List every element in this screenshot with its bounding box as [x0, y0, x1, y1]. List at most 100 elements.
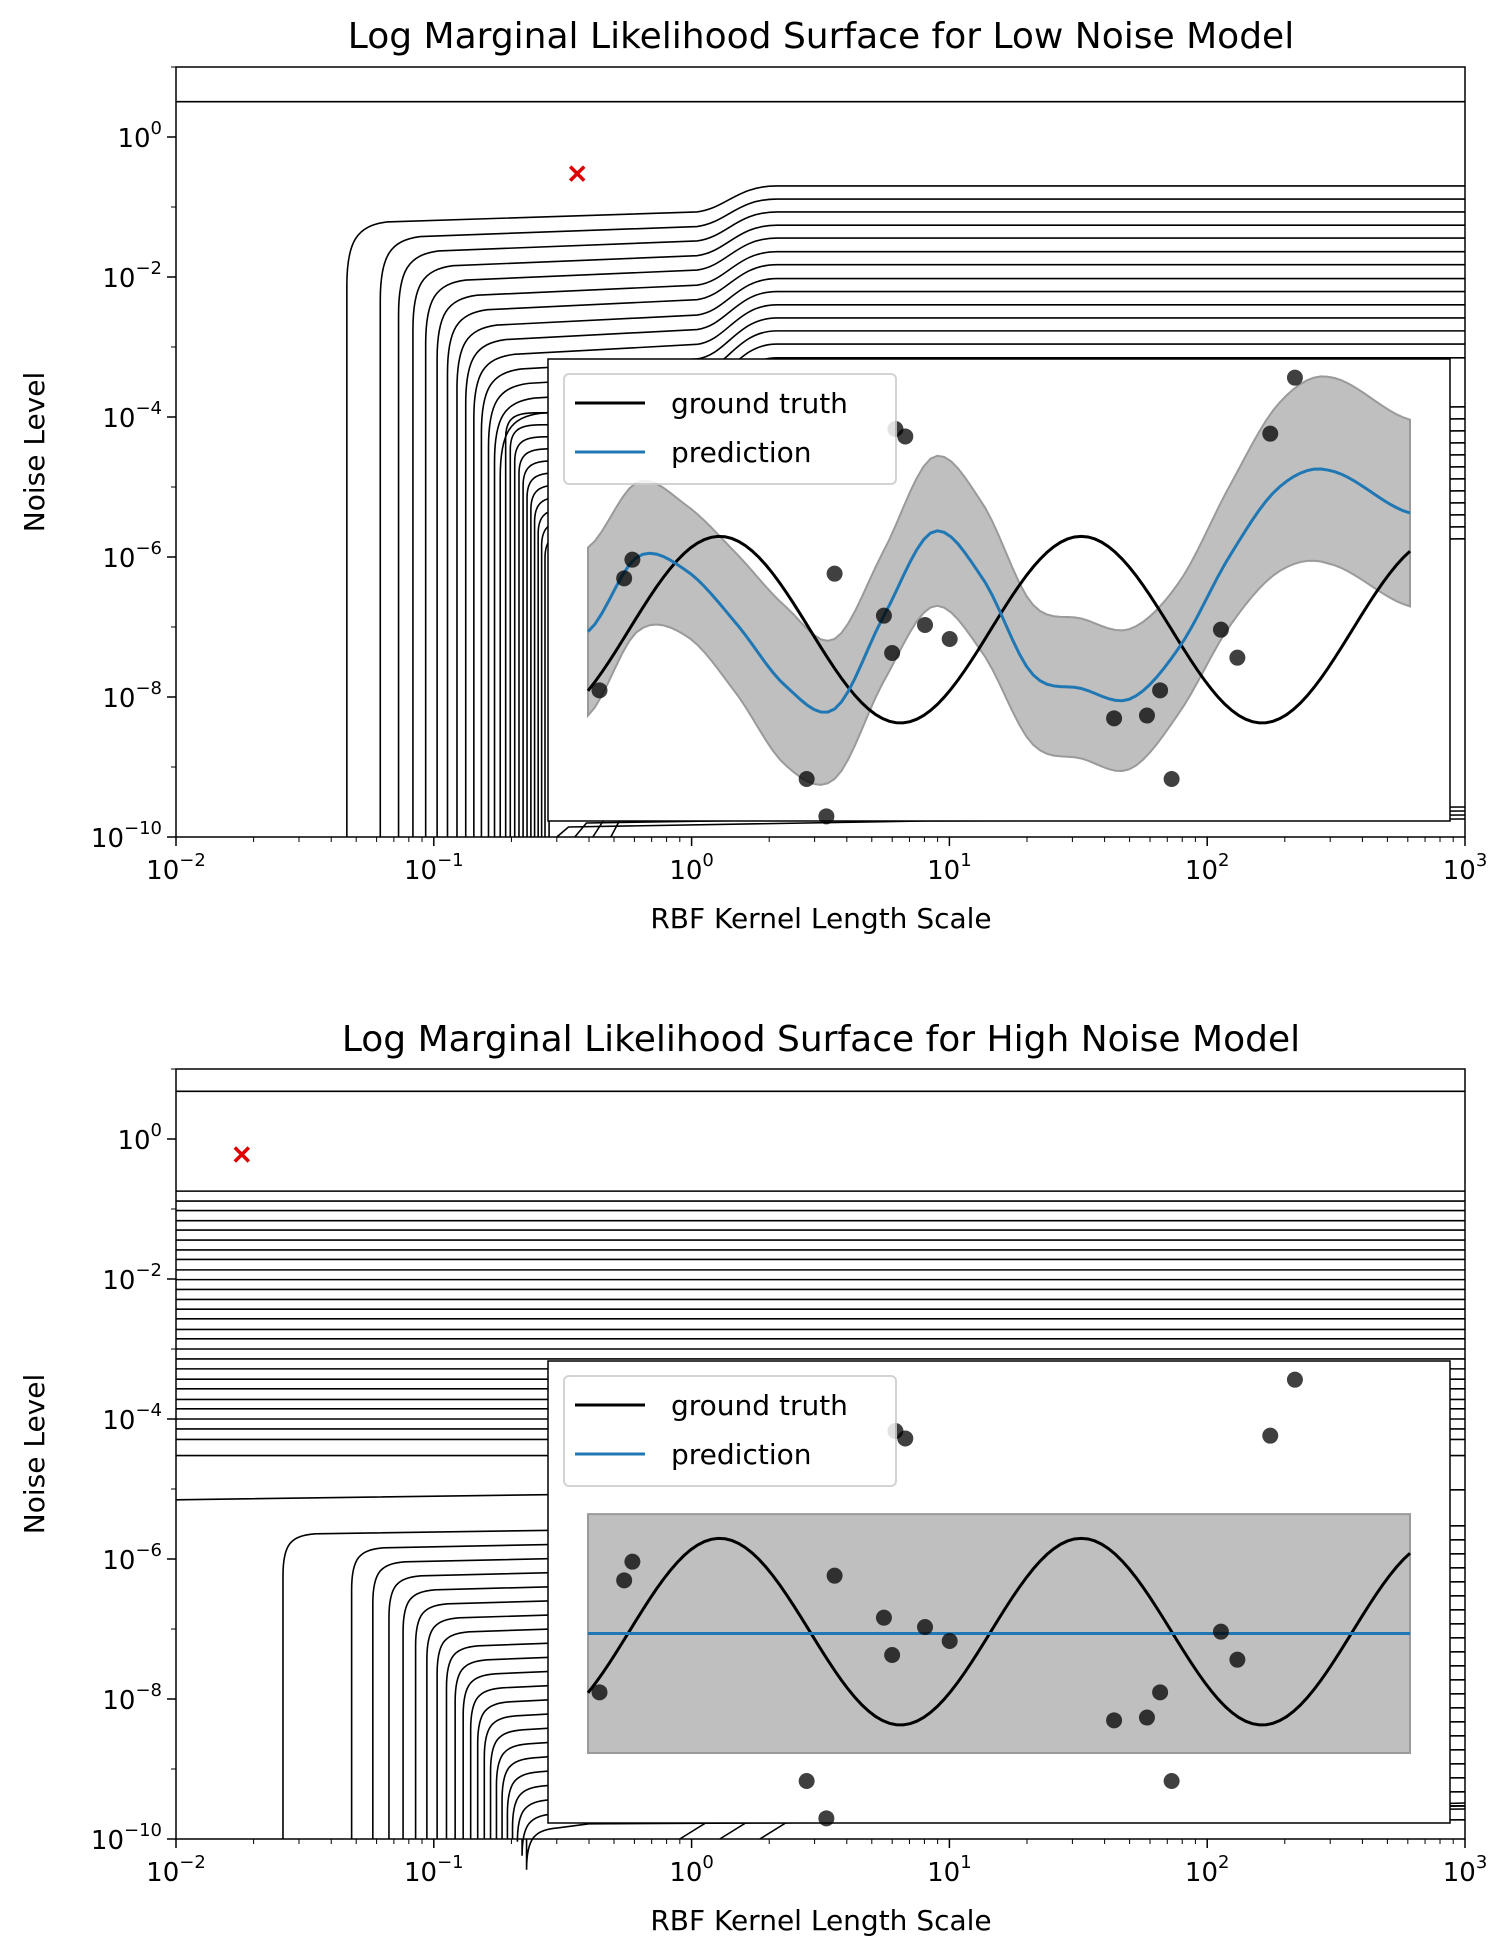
- contour-line: [379, 198, 1465, 837]
- legend-ground-truth: ground truth: [671, 387, 848, 420]
- data-point: [591, 682, 608, 699]
- legend-box: [563, 1375, 897, 1487]
- y-tick-label: 10−10: [91, 818, 162, 854]
- y-tick-label: 10−2: [102, 258, 162, 294]
- contour-line: [506, 1762, 1466, 1839]
- contour-line: [462, 1664, 1466, 1839]
- x-tick-label: 102: [1185, 1852, 1230, 1888]
- y-tick-label: 10−4: [102, 1400, 162, 1436]
- data-point: [1229, 649, 1246, 666]
- plot-frame: [175, 1068, 1466, 1840]
- x-tick-label: 102: [1185, 850, 1230, 886]
- y-tick-label: 10−8: [102, 678, 162, 714]
- contour-line: [501, 1748, 1466, 1839]
- ground-truth-line: [586, 534, 1412, 725]
- contour-line: [414, 1594, 1466, 1839]
- data-point: [818, 1810, 835, 1827]
- contour-line: [350, 1538, 1466, 1839]
- contour-line: [483, 1706, 1466, 1839]
- y-axis-label: Noise Level: [18, 372, 51, 532]
- contour-line: [436, 250, 1465, 837]
- optimum-x-mark: [568, 165, 586, 182]
- data-point: [1152, 1684, 1169, 1701]
- contour-line: [513, 430, 1466, 837]
- x-tick-label: 10−2: [146, 1852, 206, 1888]
- data-point: [1286, 1371, 1303, 1388]
- x-axis-label: RBF Kernel Length Scale: [650, 1904, 991, 1937]
- x-tick-label: 100: [669, 1852, 714, 1888]
- chart-title: Log Marginal Likelihood Surface for High…: [342, 1019, 1300, 1060]
- contour-line: [446, 263, 1465, 837]
- data-point: [875, 1609, 892, 1626]
- data-point: [884, 645, 901, 661]
- data-point: [875, 607, 892, 624]
- data-point: [826, 565, 843, 582]
- data-point: [624, 1553, 641, 1570]
- data-point: [897, 1430, 914, 1447]
- contour-line: [495, 1734, 1466, 1839]
- y-axis-label: Noise Level: [18, 1374, 51, 1534]
- confidence-band: [587, 375, 1411, 786]
- low-noise-panel: Log Marginal Likelihood Surface for Low …: [18, 16, 1487, 935]
- optimum-x-mark: [233, 1146, 251, 1163]
- contour-line: [436, 1622, 1466, 1839]
- legend: ground truth prediction: [563, 1375, 897, 1487]
- contour-line: [402, 1580, 1466, 1839]
- contour-line: [454, 1650, 1466, 1839]
- x-tick-label: 101: [927, 1852, 972, 1888]
- contour-line: [525, 1818, 1466, 1870]
- data-point: [1152, 682, 1169, 699]
- data-point: [897, 428, 914, 445]
- data-point: [1106, 1712, 1123, 1729]
- data-point: [1106, 710, 1123, 727]
- legend-box: [563, 373, 897, 485]
- data-point: [818, 808, 835, 825]
- ground-truth-line: [586, 1536, 1412, 1727]
- data-point: [884, 1647, 901, 1663]
- data-point: [1138, 1709, 1155, 1726]
- legend-ground-truth: ground truth: [671, 1389, 848, 1422]
- contour-line: [372, 1552, 1466, 1839]
- data-point: [616, 570, 633, 587]
- contour-line: [282, 1524, 1466, 1839]
- contour-line: [445, 1636, 1466, 1839]
- legend-prediction: prediction: [671, 436, 811, 469]
- data-point: [1138, 707, 1155, 724]
- data-point: [624, 551, 641, 568]
- y-tick-label: 100: [117, 118, 162, 154]
- data-point: [941, 631, 958, 647]
- inset-marks: [586, 1371, 1412, 1827]
- y-tick-label: 10−6: [102, 538, 162, 574]
- y-axis-ticks: 10−10 10−8 10−6 10−4 10−2 100: [91, 1068, 176, 1856]
- contour-line: [473, 304, 1465, 837]
- x-axis-ticks: 10−2 10−1 100 101 102 103: [146, 1839, 1487, 1888]
- inset-plot: ground truth prediction: [547, 1360, 1451, 1827]
- contour-line: [469, 1678, 1466, 1839]
- data-point: [1163, 1773, 1180, 1789]
- chart-title: Log Marginal Likelihood Surface for Low …: [348, 16, 1294, 57]
- y-tick-label: 10−4: [102, 398, 162, 434]
- contour-lines: [175, 1090, 1466, 1870]
- y-tick-label: 10−6: [102, 1540, 162, 1576]
- contour-line: [509, 418, 1466, 837]
- x-tick-label: 10−1: [404, 850, 464, 886]
- inset-plot: ground truth prediction: [547, 358, 1451, 825]
- data-point: [1229, 1651, 1246, 1668]
- y-tick-label: 10−8: [102, 1680, 162, 1716]
- y-axis-ticks: 10−10 10−8 10−6 10−4 10−2 100: [91, 66, 176, 854]
- legend: ground truth prediction: [563, 373, 897, 485]
- contour-line: [346, 185, 1465, 837]
- inset-marks: [586, 369, 1412, 825]
- x-tick-label: 101: [927, 850, 972, 886]
- y-tick-label: 10−10: [91, 1820, 162, 1856]
- data-point: [1286, 369, 1303, 386]
- x-tick-label: 103: [1443, 1852, 1488, 1888]
- x-tick-label: 10−1: [404, 1852, 464, 1888]
- contour-line: [412, 224, 1465, 837]
- x-tick-label: 10−2: [146, 850, 206, 886]
- contour-line: [456, 277, 1465, 837]
- data-point: [1262, 425, 1279, 442]
- contour-line: [464, 290, 1465, 837]
- x-axis-label: RBF Kernel Length Scale: [650, 902, 991, 935]
